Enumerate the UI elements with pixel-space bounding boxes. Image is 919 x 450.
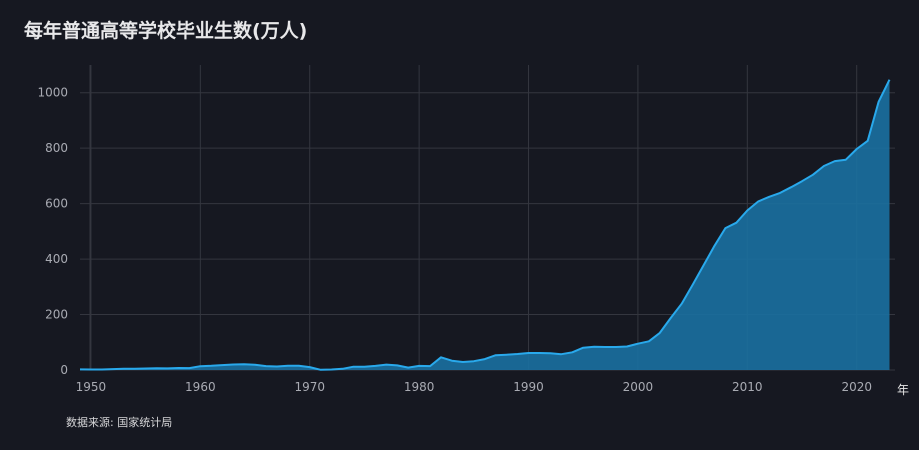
y-tick-label: 400 xyxy=(45,252,68,266)
x-tick-label: 1960 xyxy=(185,380,216,394)
y-tick-label: 0 xyxy=(60,363,68,377)
x-axis-unit-label: 年 xyxy=(897,383,909,397)
data-area-layer xyxy=(79,79,891,371)
y-tick-label: 600 xyxy=(45,197,68,211)
x-tick-label: 1950 xyxy=(76,380,107,394)
y-tick-label: 200 xyxy=(45,308,68,322)
series-line xyxy=(79,79,891,371)
x-tick-label: 1980 xyxy=(404,380,435,394)
x-tick-label: 2010 xyxy=(732,380,763,394)
chart-title: 每年普通高等学校毕业生数(万人) xyxy=(24,20,308,42)
tick-labels: 0 200 400 600 800 1000 1950 1960 1970 1980 1990 200… xyxy=(37,86,872,394)
y-tick-label: 800 xyxy=(45,141,68,155)
series-area-fill xyxy=(80,79,890,370)
data-source-note: 数据来源: 国家统计局 xyxy=(66,416,173,429)
y-tick-label: 1000 xyxy=(37,86,68,100)
x-tick-label: 1990 xyxy=(513,380,544,394)
x-tick-label: 2020 xyxy=(841,380,872,394)
x-tick-label: 2000 xyxy=(623,380,654,394)
x-tick-label: 1970 xyxy=(294,380,325,394)
